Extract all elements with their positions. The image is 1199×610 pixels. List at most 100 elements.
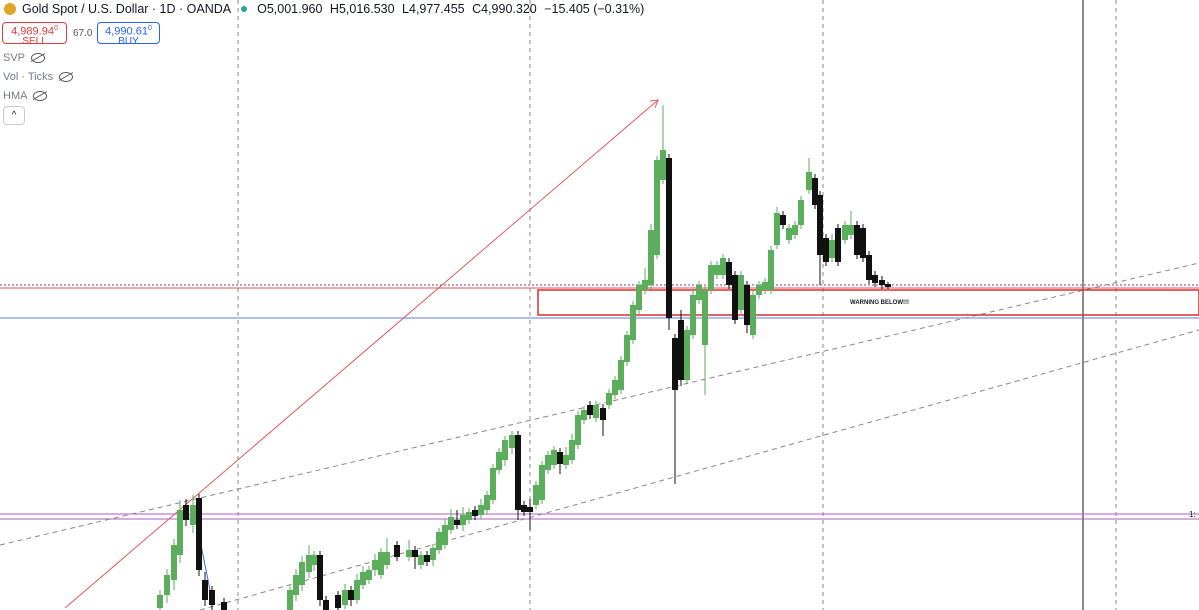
candle-body	[872, 275, 878, 283]
candle-body	[696, 285, 702, 300]
symbol-name: Gold Spot / U.S. Dollar · 1D · OANDA	[22, 2, 232, 16]
candle-body	[690, 295, 696, 335]
candle-body	[335, 595, 341, 608]
candle-body	[454, 520, 460, 525]
candle-body	[854, 225, 860, 255]
candle-body	[557, 452, 563, 464]
candle-body	[177, 510, 183, 555]
buy-button[interactable]: 4,990.610 BUY	[97, 22, 160, 46]
candle-body	[866, 255, 872, 280]
visibility-icon[interactable]	[31, 53, 46, 63]
candle-body	[171, 545, 177, 580]
candle-body	[835, 228, 841, 262]
warning-zone	[537, 289, 1199, 316]
visibility-icon[interactable]	[59, 72, 74, 82]
indicator-name: HMA	[3, 90, 28, 102]
candle-body	[533, 485, 539, 505]
candle-body	[183, 505, 189, 520]
candle-body	[842, 225, 848, 240]
candle-body	[732, 275, 738, 320]
close: C4,990.320	[472, 2, 537, 16]
candle-body	[306, 555, 312, 572]
high: H5,016.530	[329, 2, 395, 16]
sell-button[interactable]: 4,989.940 SELL	[2, 22, 67, 47]
trend-line	[0, 262, 1199, 546]
candle-body	[360, 572, 366, 585]
candle-body	[563, 455, 569, 465]
candle-body	[478, 505, 484, 515]
candle-body	[702, 290, 708, 345]
candle-body	[575, 415, 581, 445]
candle-body	[539, 465, 545, 500]
candle-body	[366, 570, 372, 580]
candle-body	[348, 590, 354, 600]
candle-body	[569, 440, 575, 460]
candle-body	[196, 498, 202, 570]
candle-body	[642, 280, 648, 290]
symbol-header: Gold Spot / U.S. Dollar · 1D · OANDA O5,…	[4, 2, 648, 16]
change: −15.405 (−0.31%)	[544, 2, 645, 16]
candle-body	[714, 265, 720, 275]
candle-body	[848, 225, 854, 235]
indicator[interactable]: SVP	[3, 52, 46, 64]
market-status	[241, 6, 248, 12]
candle-body	[209, 590, 215, 605]
ohlc: O5,001.960 H5,016.530 L4,977.455 C4,990.…	[257, 2, 648, 16]
candle-body	[472, 510, 478, 516]
candle-body	[654, 160, 660, 255]
candle-body	[342, 590, 348, 605]
candle-body	[612, 380, 618, 395]
candle-body	[708, 265, 714, 290]
trend-line	[199, 329, 1199, 610]
candle-body	[299, 562, 305, 585]
buy-price-main: 4,990.61	[105, 25, 148, 38]
candle-body	[720, 258, 726, 275]
candle-body	[630, 305, 636, 340]
candle-body	[879, 280, 885, 285]
warning-annotation: WARNING BELOW!!!	[850, 300, 909, 306]
indicator[interactable]: Vol · Ticks	[3, 71, 74, 83]
sell-label: SELL	[22, 35, 47, 47]
candle-body	[823, 238, 829, 262]
candle-body	[860, 228, 866, 258]
candle-body	[293, 575, 299, 595]
candle-body	[636, 285, 642, 310]
candle-body	[648, 230, 654, 285]
candle-body	[466, 512, 472, 520]
buy-price-sup: 0	[147, 25, 152, 32]
candle-body	[412, 550, 418, 557]
candle-body	[515, 435, 521, 510]
candle-body	[829, 240, 835, 258]
arrow-head	[649, 99, 659, 109]
candle-body	[378, 552, 384, 575]
candle-body	[157, 595, 163, 608]
candle-body	[490, 468, 496, 500]
candle-body	[190, 505, 196, 525]
candle-body	[202, 580, 208, 600]
candle-body	[436, 532, 442, 550]
indicator[interactable]: HMA	[3, 90, 48, 102]
candle-body	[806, 172, 812, 190]
candle-body	[545, 455, 551, 470]
collapse-button[interactable]: ^	[3, 106, 25, 125]
candle-body	[786, 228, 792, 240]
candle-body	[521, 505, 527, 512]
candle-body	[164, 575, 170, 595]
candle-body	[756, 285, 762, 295]
candle-body	[509, 435, 515, 448]
candle-body	[660, 150, 666, 180]
candle-body	[418, 555, 424, 565]
candles	[157, 105, 891, 610]
visibility-icon[interactable]	[33, 91, 48, 101]
candle-body	[762, 282, 768, 290]
candle-body	[618, 360, 624, 390]
candle-body	[317, 555, 323, 600]
candle-body	[406, 550, 412, 557]
candle-body	[666, 158, 672, 318]
candle-body	[812, 178, 818, 205]
indicator-name: Vol · Ticks	[3, 71, 54, 83]
candle-body	[672, 338, 678, 390]
sell-price-sup: 0	[53, 25, 58, 32]
